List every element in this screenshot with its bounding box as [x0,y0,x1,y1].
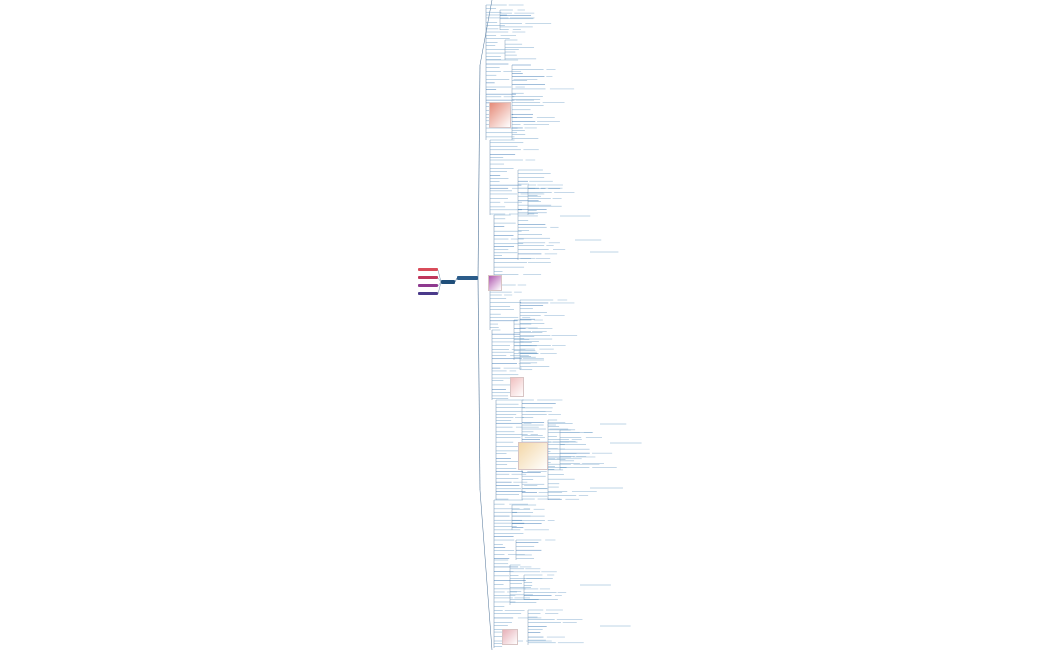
left-node-4[interactable] [418,292,438,295]
tissue-diagram-image [489,102,511,128]
left-connector [437,269,442,283]
main-branch-node[interactable] [457,276,478,280]
purple-stain-image [488,275,502,291]
left-connector [437,281,442,287]
left-connector [437,277,442,283]
small-diagram-image [502,629,518,645]
trunk-line [477,64,481,279]
flowchart-image [518,442,548,470]
trunk-line [479,489,493,650]
root-node[interactable] [441,280,455,284]
chart-image [510,377,524,397]
root-connector [454,277,458,283]
left-node-1[interactable] [418,268,438,271]
trunk-line [477,277,481,491]
left-node-2[interactable] [418,276,438,279]
left-node-3[interactable] [418,284,438,287]
left-connector [437,281,442,295]
